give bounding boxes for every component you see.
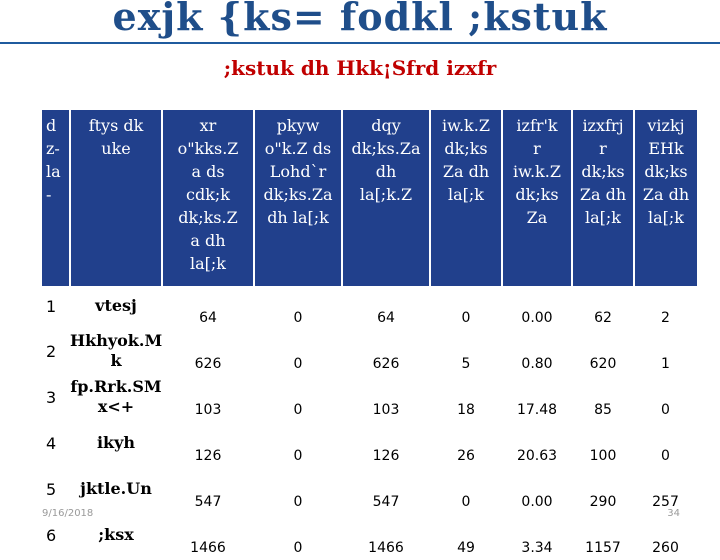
row-district: vtesj <box>95 296 137 315</box>
cell-value: 547 <box>372 494 400 510</box>
table-row: 3 fp.Rrk.SM x<+ 103 0 103 18 17.48 85 0 <box>42 376 697 422</box>
cell-value: 103 <box>194 402 222 418</box>
row-district: jktle.Un <box>80 479 152 498</box>
cell-value: 126 <box>372 448 400 464</box>
progress-table: d z- la - ftys dk uke xr o"kks.Z a ds cd… <box>42 110 697 560</box>
cell-value: 0 <box>461 494 471 510</box>
cell-value: 5 <box>461 356 471 372</box>
row-sno: 3 <box>46 387 57 407</box>
table-row: 2 Hkhyok.M k 626 0 626 5 0.80 620 1 <box>42 330 697 376</box>
cell-value: 18 <box>457 402 475 418</box>
cell-value: 0 <box>293 310 303 326</box>
row-district: fp.Rrk.SM x<+ <box>70 377 162 416</box>
table-row: 1 vtesj 64 0 64 0 0.00 62 2 <box>42 286 697 330</box>
cell-value: 3.34 <box>521 540 553 556</box>
cell-value: 20.63 <box>516 448 558 464</box>
cell-value: 2 <box>661 310 670 326</box>
cell-value: 0 <box>661 402 670 418</box>
header-in-progress: izxfrj r dk;ks Za dh la[;k <box>572 110 635 286</box>
cell-value: 1 <box>661 356 670 372</box>
cell-value: 260 <box>652 540 679 556</box>
header-sno: d z- la - <box>42 110 71 286</box>
header-total-works: dqy dk;ks.Za dh la[;k.Z <box>342 110 431 286</box>
row-sno: 4 <box>46 433 57 453</box>
cell-value: 620 <box>589 356 617 372</box>
cell-value: 85 <box>594 402 612 418</box>
row-district: ;ksx <box>98 525 134 544</box>
cell-value: 0.80 <box>521 356 553 372</box>
cell-value: 62 <box>594 310 612 326</box>
cell-value: 64 <box>377 310 395 326</box>
cell-value: 547 <box>194 494 222 510</box>
cell-value: 17.48 <box>516 402 558 418</box>
cell-value: 626 <box>194 356 222 372</box>
header-current-year-sanctioned: pkyw o"k.Z ds Lohd`r dk;ks.Za dh la[;k <box>254 110 343 286</box>
table-header-row: d z- la - ftys dk uke xr o"kks.Z a ds cd… <box>42 110 697 286</box>
slide-subtitle: ;kstuk dh Hkk¡Sfrd izxfr <box>223 56 497 80</box>
table-row-total: 6 ;ksx 1466 0 1466 49 3.34 1157 260 <box>42 514 697 560</box>
cell-value: 26 <box>457 448 475 464</box>
cell-value: 0.00 <box>521 494 553 510</box>
cell-value: 257 <box>652 494 679 510</box>
cell-value: 126 <box>194 448 222 464</box>
cell-value: 1466 <box>190 540 226 556</box>
table-row: 4 ikyh 126 0 126 26 20.63 100 0 <box>42 422 697 468</box>
header-not-started: vizkj EHk dk;ks Za dh la[;k <box>634 110 697 286</box>
cell-value: 0.00 <box>521 310 553 326</box>
row-sno: 1 <box>46 296 57 316</box>
cell-value: 0 <box>293 356 303 372</box>
slide-title: exjk {ks= fodkl ;kstuk <box>112 0 608 39</box>
cell-value: 49 <box>457 540 475 556</box>
header-completed-works: iw.k.Z dk;ks Za dh la[;k <box>430 110 503 286</box>
row-district: ikyh <box>96 433 136 452</box>
header-percent-completed: izfr'k r iw.k.Z dk;ks Za <box>502 110 573 286</box>
cell-value: 290 <box>589 494 617 510</box>
header-district: ftys dk uke <box>70 110 163 286</box>
row-sno: 6 <box>46 525 57 545</box>
cell-value: 626 <box>372 356 400 372</box>
row-sno: 2 <box>46 341 57 361</box>
cell-value: 0 <box>293 402 303 418</box>
header-prev-year-pending: xr o"kks.Z a ds cdk;k dk;ks.Z a dh la[;k <box>162 110 255 286</box>
cell-value: 0 <box>293 540 303 556</box>
cell-value: 64 <box>199 310 217 326</box>
cell-value: 100 <box>589 448 617 464</box>
slide-number: 34 <box>667 508 680 519</box>
cell-value: 103 <box>372 402 400 418</box>
cell-value: 0 <box>293 494 303 510</box>
title-bar: exjk {ks= fodkl ;kstuk <box>0 0 720 44</box>
cell-value: 0 <box>461 310 471 326</box>
row-district: Hkhyok.M k <box>70 331 163 370</box>
cell-value: 0 <box>661 448 670 464</box>
row-sno: 5 <box>46 479 57 499</box>
cell-value: 0 <box>293 448 303 464</box>
cell-value: 1157 <box>585 540 621 556</box>
slide-date: 9/16/2018 <box>42 508 94 519</box>
table-row: 5 jktle.Un 547 0 547 0 0.00 290 257 <box>42 468 697 514</box>
cell-value: 1466 <box>368 540 404 556</box>
